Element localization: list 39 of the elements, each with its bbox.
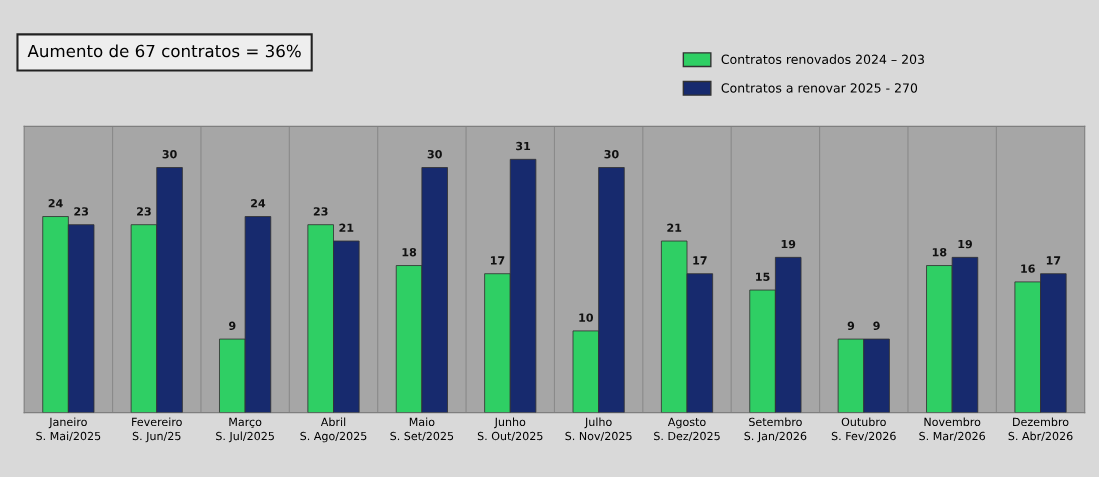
data-label: 23 (137, 207, 151, 216)
x-tick-label: Fevereiro S. Jun/25 (132, 417, 182, 443)
data-label: 30 (604, 150, 619, 159)
data-label: 19 (781, 239, 796, 249)
x-tick-label: Dezembro S. Abr/2026 (1008, 417, 1073, 442)
data-label: 21 (667, 223, 682, 232)
x-tick-label: Agosto S. Dez/2025 (654, 417, 720, 442)
data-label: 24 (48, 199, 63, 208)
legend-label: Contratos renovados 2024 – 203 (721, 54, 924, 65)
data-label: 30 (162, 150, 177, 159)
data-label: 15 (756, 272, 770, 281)
data-label: 17 (490, 256, 505, 265)
chart-title: Aumento de 67 contratos = 36% (27, 44, 301, 58)
data-label: 17 (693, 256, 707, 265)
x-tick-label: Março S. Jul/2025 (216, 417, 274, 443)
data-label: 21 (339, 223, 354, 232)
data-label: 9 (873, 321, 880, 330)
data-label: 17 (1046, 256, 1061, 265)
x-tick-label: Maio S. Set/2025 (390, 417, 454, 442)
data-label: 10 (579, 313, 594, 322)
data-label: 18 (932, 248, 947, 257)
data-label: 9 (229, 321, 236, 330)
data-label: 30 (427, 150, 442, 159)
legend-label: Contratos a renovar 2025 - 270 (721, 83, 918, 93)
x-tick-label: Janeiro S. Mai/2025 (36, 417, 101, 442)
data-label: 9 (847, 321, 855, 330)
x-tick-label: Novembro S. Mar/2026 (919, 417, 985, 442)
x-tick-label: Junho S. Out/2025 (477, 417, 543, 442)
data-label: 19 (958, 239, 972, 249)
x-tick-label: Outubro S. Fev/2026 (831, 417, 896, 442)
data-label: 16 (1021, 264, 1035, 273)
x-tick-label: Julho S. Nov/2025 (565, 417, 632, 442)
x-tick-label: Abril S. Ago/2025 (300, 417, 367, 443)
data-label: 24 (251, 199, 266, 208)
data-label: 23 (313, 207, 328, 216)
data-label: 31 (516, 141, 531, 151)
data-label: 18 (402, 248, 417, 257)
data-label: 23 (74, 207, 89, 216)
x-tick-label: Setembro S. Jan/2026 (744, 417, 807, 443)
